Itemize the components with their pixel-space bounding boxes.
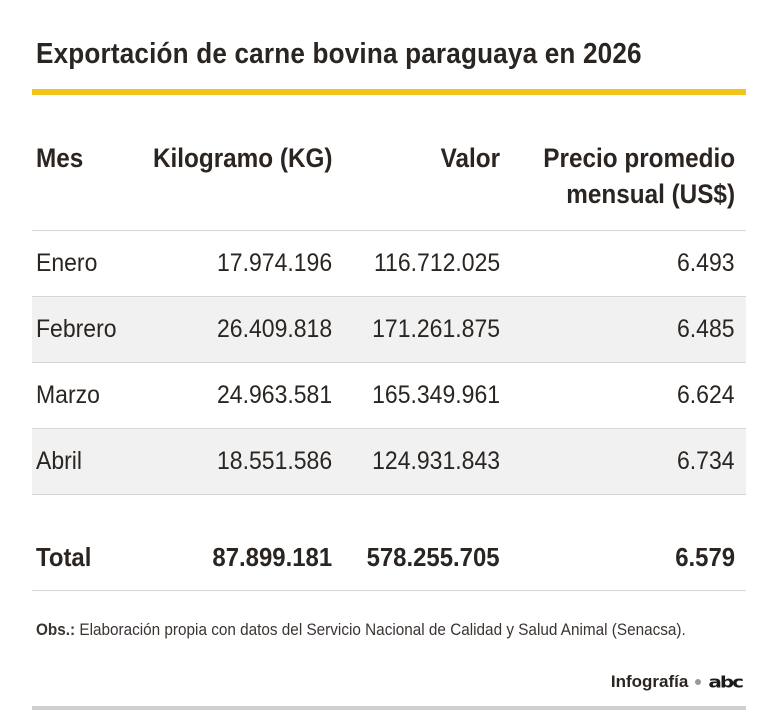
column-header-valor: Valor	[440, 143, 500, 173]
table-row: Febrero 26.409.818 171.261.875 6.485	[32, 296, 746, 362]
column-header-precio-line2: mensual (US$)	[566, 179, 735, 209]
footnote-label: Obs.:	[36, 620, 76, 639]
abc-logo: abc	[708, 672, 744, 692]
table-row: Abril 18.551.586 124.931.843 6.734	[32, 428, 746, 495]
cell-kg: 26.409.818	[216, 315, 332, 343]
title-underline	[32, 89, 746, 95]
total-label: Total	[36, 542, 92, 572]
credit-label: Infografía	[610, 672, 689, 691]
page-title: Exportación de carne bovina paraguaya en…	[36, 38, 642, 70]
footnote: Obs.: Elaboración propia con datos del S…	[36, 620, 686, 640]
column-header-precio: Precio promedio mensual (US$)	[543, 140, 735, 212]
cell-kg: 18.551.586	[216, 447, 332, 475]
cell-mes: Abril	[36, 447, 83, 475]
cell-valor: 165.349.961	[372, 381, 500, 409]
cell-mes: Marzo	[36, 381, 100, 409]
total-valor: 578.255.705	[366, 542, 500, 572]
total-precio: 6.579	[675, 542, 735, 572]
separator-dot-icon	[695, 679, 702, 685]
cell-valor: 171.261.875	[372, 315, 500, 343]
data-table: Enero 17.974.196 116.712.025 6.493 Febre…	[32, 230, 746, 495]
cell-mes: Febrero	[36, 315, 117, 343]
credit: Infografía abc	[610, 670, 744, 694]
cell-precio: 6.493	[677, 249, 735, 277]
cell-mes: Enero	[36, 249, 98, 277]
cell-valor: 124.931.843	[372, 447, 500, 475]
cell-valor: 116.712.025	[373, 249, 500, 277]
total-kg: 87.899.181	[212, 542, 332, 572]
footnote-text: Elaboración propia con datos del Servici…	[79, 620, 686, 639]
cell-precio: 6.734	[677, 447, 735, 475]
column-header-mes: Mes	[36, 143, 84, 173]
table-row: Enero 17.974.196 116.712.025 6.493	[32, 230, 746, 296]
column-header-precio-line1: Precio promedio	[543, 143, 735, 173]
cell-precio: 6.485	[677, 315, 735, 343]
cell-kg: 24.963.581	[216, 381, 332, 409]
column-header-kg: Kilogramo (KG)	[152, 143, 332, 173]
table-row: Marzo 24.963.581 165.349.961 6.624	[32, 362, 746, 428]
cell-precio: 6.624	[677, 381, 735, 409]
total-row: Total 87.899.181 578.255.705 6.579	[32, 525, 746, 591]
cell-kg: 17.974.196	[216, 249, 332, 277]
bottom-divider	[32, 706, 746, 710]
